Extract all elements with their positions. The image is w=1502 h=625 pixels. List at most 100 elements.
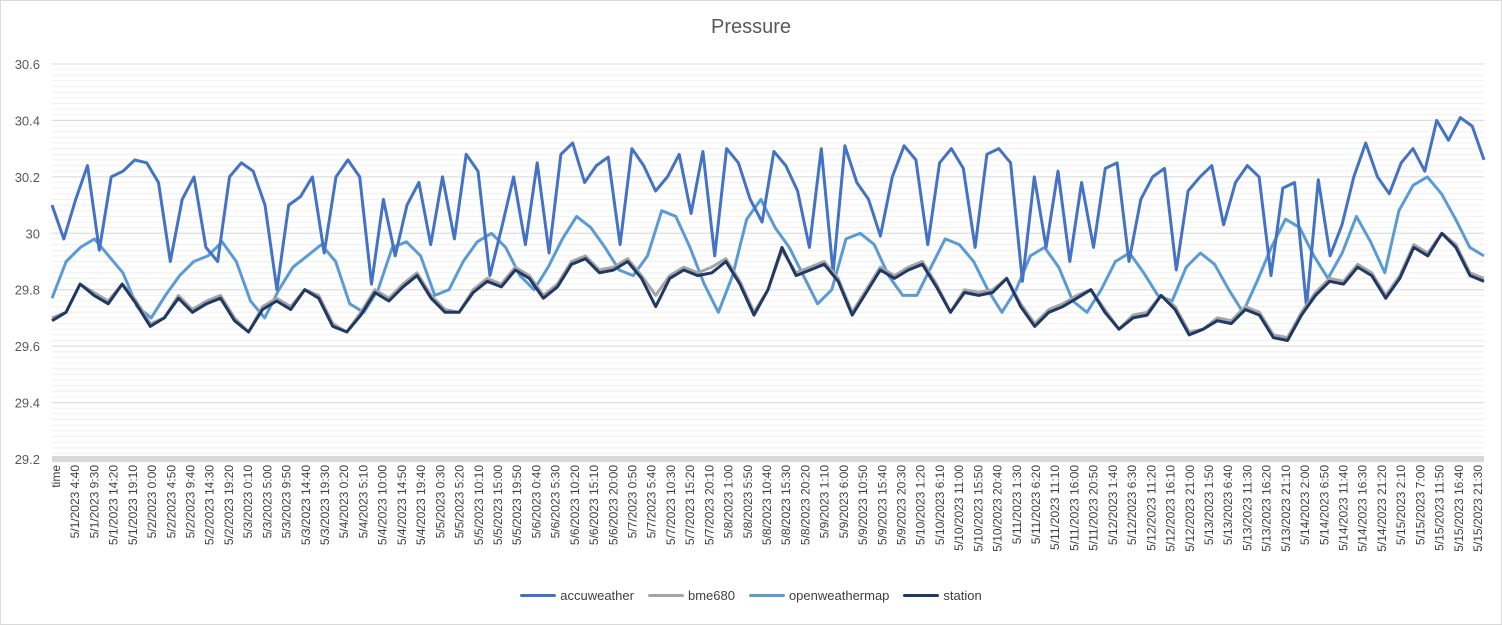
x-tick-label: 5/7/2023 15:20 <box>683 465 697 545</box>
x-tick-label: 5/6/2023 0:40 <box>529 465 543 539</box>
series-line-accuweather <box>50 116 1486 309</box>
x-tick-label: 5/15/2023 16:40 <box>1452 465 1466 552</box>
x-tick-label: 5/1/2023 14:20 <box>107 465 121 545</box>
x-tick-label: 5/4/2023 19:40 <box>414 465 428 545</box>
y-axis-ticks: 30.6 30.4 30.2 30 29.8 29.6 29.4 29.2 <box>15 57 40 467</box>
legend-label: accuweather <box>560 588 634 603</box>
x-tick-label: 5/5/2023 5:20 <box>453 465 467 539</box>
x-tick-label: 5/6/2023 5:30 <box>549 465 563 539</box>
x-tick-label: 5/7/2023 0:50 <box>625 465 639 539</box>
x-tick-label: 5/10/2023 1:20 <box>914 465 928 545</box>
x-tick-label: 5/5/2023 15:00 <box>491 465 505 545</box>
legend-label: bme680 <box>687 588 735 603</box>
x-tick-label: time <box>49 465 63 488</box>
x-tick-label: 5/4/2023 14:50 <box>395 465 409 545</box>
y-tick-label: 30.6 <box>15 57 40 72</box>
x-tick-label: 5/5/2023 0:30 <box>433 465 447 539</box>
x-tick-label: 5/9/2023 10:50 <box>856 465 870 545</box>
x-tick-label: 5/8/2023 10:40 <box>760 465 774 545</box>
x-tick-label: 5/4/2023 0:20 <box>337 465 351 539</box>
x-tick-label: 5/14/2023 16:30 <box>1356 465 1370 552</box>
legend-swatch <box>647 594 684 597</box>
x-tick-label: 5/4/2023 5:10 <box>356 465 370 539</box>
x-tick-label: 5/11/2023 11:10 <box>1048 465 1062 550</box>
x-tick-label: 5/12/2023 6:30 <box>1125 465 1139 545</box>
x-tick-label: 5/11/2023 20:50 <box>1087 465 1101 551</box>
x-tick-label: 5/8/2023 20:20 <box>798 465 812 545</box>
x-tick-label: 5/2/2023 4:50 <box>164 465 178 539</box>
y-tick-label: 29.4 <box>15 396 40 411</box>
legend-swatch <box>748 594 785 597</box>
x-tick-label: 5/11/2023 16:00 <box>1067 465 1081 551</box>
legend-swatch <box>903 594 940 597</box>
x-tick-label: 5/5/2023 10:10 <box>472 465 486 545</box>
x-tick-label: 5/11/2023 6:20 <box>1029 465 1043 545</box>
x-tick-label: 5/6/2023 15:10 <box>587 465 601 545</box>
x-tick-label: 5/15/2023 7:00 <box>1413 465 1427 545</box>
legend-swatch <box>520 594 557 597</box>
x-tick-label: 5/2/2023 0:00 <box>145 465 159 539</box>
x-tick-label: 5/14/2023 21:20 <box>1375 465 1389 552</box>
legend-item-accuweather: accuweather <box>520 588 634 603</box>
x-tick-label: 5/3/2023 5:00 <box>260 465 274 539</box>
x-tick-label: 5/7/2023 10:30 <box>664 465 678 545</box>
x-tick-label: 5/1/2023 4:40 <box>68 465 82 539</box>
y-tick-label: 30 <box>26 226 40 241</box>
x-tick-label: 5/9/2023 1:10 <box>818 465 832 539</box>
y-tick-label: 29.8 <box>15 283 40 298</box>
x-tick-label: 5/3/2023 19:30 <box>318 465 332 545</box>
x-tick-label: 5/12/2023 1:40 <box>1106 465 1120 545</box>
x-tick-label: 5/13/2023 11:30 <box>1240 465 1254 551</box>
x-tick-label: 5/12/2023 16:10 <box>1164 465 1178 552</box>
x-tick-label: 5/13/2023 1:50 <box>1202 465 1216 545</box>
x-tick-label: 5/3/2023 0:10 <box>241 465 255 539</box>
x-tick-label: 5/4/2023 10:00 <box>376 465 390 545</box>
legend-item-station: station <box>903 588 982 603</box>
legend-label: station <box>943 588 982 603</box>
x-tick-label: 5/13/2023 16:20 <box>1260 465 1274 552</box>
x-tick-label: 5/12/2023 11:20 <box>1144 465 1158 551</box>
x-tick-label: 5/8/2023 1:00 <box>722 465 736 539</box>
x-tick-label: 5/9/2023 15:40 <box>875 465 889 545</box>
x-tick-label: 5/2/2023 14:30 <box>203 465 217 545</box>
x-tick-label: 5/1/2023 9:30 <box>87 465 101 539</box>
x-tick-label: 5/11/2023 1:30 <box>1010 465 1024 545</box>
x-tick-label: 5/1/2023 19:10 <box>126 465 140 545</box>
x-tick-label: 5/15/2023 2:10 <box>1394 465 1408 545</box>
y-tick-label: 29.2 <box>15 452 40 467</box>
x-axis-ticks: time 5/1/2023 4:40 5/1/2023 9:30 5/1/2023 1… <box>49 465 1485 552</box>
x-tick-label: 5/14/2023 11:40 <box>1336 465 1350 551</box>
y-tick-label: 30.4 <box>15 113 40 128</box>
series-lines <box>50 116 1486 342</box>
x-tick-label: 5/9/2023 6:00 <box>837 465 851 539</box>
x-tick-label: 5/8/2023 5:50 <box>741 465 755 539</box>
chart-title: Pressure <box>710 16 792 38</box>
x-tick-label: 5/13/2023 6:40 <box>1221 465 1235 545</box>
x-tick-label: 5/10/2023 20:40 <box>991 465 1005 552</box>
x-tick-label: 5/10/2023 15:50 <box>971 465 985 552</box>
x-tick-label: 5/7/2023 20:10 <box>702 465 716 545</box>
x-tick-label: 5/3/2023 9:50 <box>280 465 294 539</box>
x-tick-label: 5/15/2023 11:50 <box>1433 465 1447 551</box>
x-tick-label: 5/3/2023 14:40 <box>299 465 313 545</box>
legend: accuweather bme680 openweathermap station <box>0 588 1502 603</box>
x-tick-label: 5/15/2023 21:30 <box>1471 465 1485 552</box>
legend-item-openweathermap: openweathermap <box>748 588 890 603</box>
series-line-openweathermap <box>50 175 1485 320</box>
x-tick-label: 5/10/2023 11:00 <box>952 465 966 551</box>
x-tick-label: 5/9/2023 20:30 <box>895 465 909 545</box>
x-axis-line <box>52 456 1484 462</box>
x-tick-label: 5/6/2023 20:00 <box>606 465 620 545</box>
x-tick-label: 5/6/2023 10:20 <box>568 465 582 545</box>
x-tick-label: 5/2/2023 19:20 <box>222 465 236 545</box>
x-tick-label: 5/8/2023 15:30 <box>779 465 793 545</box>
x-tick-label: 5/13/2023 21:10 <box>1279 465 1293 552</box>
gridlines <box>52 63 1484 462</box>
x-tick-label: 5/7/2023 5:40 <box>645 465 659 539</box>
legend-item-bme680: bme680 <box>647 588 735 603</box>
legend-label: openweathermap <box>788 588 890 603</box>
y-tick-label: 29.6 <box>15 339 40 354</box>
x-tick-label: 5/5/2023 19:50 <box>510 465 524 545</box>
x-tick-label: 5/12/2023 21:00 <box>1183 465 1197 552</box>
